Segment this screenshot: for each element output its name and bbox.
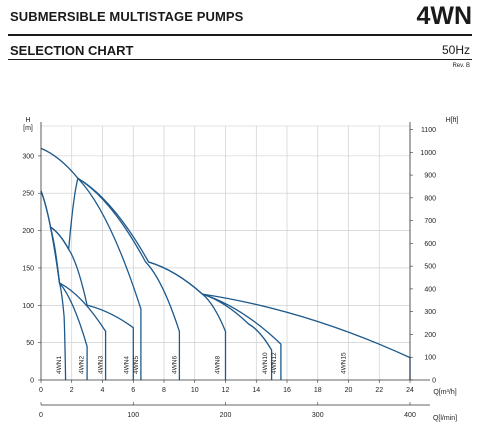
y2-tick-label: 100 bbox=[424, 355, 436, 362]
y-tick-label: 0 bbox=[30, 378, 34, 385]
y2-tick-label: 400 bbox=[424, 286, 436, 293]
series-label-4wn4: 4WN4 bbox=[124, 356, 131, 374]
series-label-4wn15: 4WN15 bbox=[340, 352, 347, 374]
x2-tick-label: 0 bbox=[39, 412, 43, 419]
x2-axis-title: Q[l/min] bbox=[433, 415, 457, 422]
x-tick-label: 18 bbox=[314, 387, 322, 394]
x-tick-label: 4 bbox=[101, 387, 105, 394]
y-tick-label: 250 bbox=[22, 191, 34, 198]
page-title: SUBMERSIBLE MULTISTAGE PUMPS bbox=[10, 9, 244, 24]
subheader-rule bbox=[8, 59, 472, 60]
y2-tick-label: 700 bbox=[424, 218, 436, 225]
y2-tick-label: 300 bbox=[424, 309, 436, 316]
header-rule bbox=[8, 34, 472, 36]
x-tick-label: 10 bbox=[191, 387, 199, 394]
series-label-4wn12: 4WN12 bbox=[271, 352, 278, 374]
series-label-4wn10: 4WN10 bbox=[262, 352, 269, 374]
x-tick-label: 6 bbox=[131, 387, 135, 394]
pump-curve-4wn10 bbox=[148, 261, 273, 380]
y2-tick-label: 200 bbox=[424, 332, 436, 339]
y-tick-label: 300 bbox=[22, 153, 34, 160]
x-tick-label: 14 bbox=[252, 387, 260, 394]
series-label-4wn5: 4WN5 bbox=[133, 356, 140, 374]
series-label-4wn3: 4WN3 bbox=[98, 356, 105, 374]
y2-tick-label: 800 bbox=[424, 195, 436, 202]
x2-tick-label: 400 bbox=[404, 412, 416, 419]
x2-tick-label: 100 bbox=[127, 412, 139, 419]
x-tick-label: 24 bbox=[406, 387, 414, 394]
y-tick-label: 200 bbox=[22, 228, 34, 235]
series-label-4wn2: 4WN2 bbox=[78, 356, 85, 374]
x-tick-label: 12 bbox=[222, 387, 230, 394]
pump-curve-4wn6 bbox=[40, 147, 181, 380]
y-tick-label: 150 bbox=[22, 265, 34, 272]
pump-curve-4wn5 bbox=[49, 177, 142, 380]
series-label-4wn6: 4WN6 bbox=[171, 356, 178, 374]
pump-curve-4wn3 bbox=[49, 226, 107, 380]
pump-curve-4wn12 bbox=[202, 293, 282, 380]
y2-tick-label: 1100 bbox=[421, 127, 436, 134]
frequency-label: 50Hz bbox=[441, 43, 470, 57]
x-tick-label: 0 bbox=[39, 387, 43, 394]
x-tick-label: 8 bbox=[162, 387, 166, 394]
y2-tick-label: 900 bbox=[424, 173, 436, 180]
x-tick-label: 22 bbox=[375, 387, 383, 394]
y-axis-unit: [m] bbox=[23, 125, 33, 132]
x2-tick-label: 300 bbox=[312, 412, 324, 419]
x-tick-label: 20 bbox=[345, 387, 353, 394]
y-tick-label: 100 bbox=[22, 303, 34, 310]
y2-tick-label: 500 bbox=[424, 264, 436, 271]
series-label-4wn1: 4WN1 bbox=[56, 356, 63, 374]
model-name: 4WN bbox=[416, 2, 472, 30]
y2-tick-label: 0 bbox=[432, 378, 436, 385]
x-tick-label: 16 bbox=[283, 387, 291, 394]
y2-axis-title: H[ft] bbox=[446, 117, 459, 124]
x-tick-label: 2 bbox=[70, 387, 74, 394]
x-axis-title: Q[m³/h] bbox=[433, 389, 456, 396]
series-label-4wn8: 4WN8 bbox=[214, 356, 221, 374]
pump-curve-4wn15 bbox=[202, 293, 411, 380]
chart-subtitle: SELECTION CHART bbox=[10, 43, 134, 58]
y-axis-title: H bbox=[25, 117, 30, 124]
revision-label: Rev. B bbox=[452, 63, 470, 69]
x2-tick-label: 200 bbox=[220, 412, 232, 419]
y2-tick-label: 600 bbox=[424, 241, 436, 248]
y-tick-label: 50 bbox=[26, 340, 34, 347]
y2-tick-label: 1000 bbox=[420, 150, 436, 157]
